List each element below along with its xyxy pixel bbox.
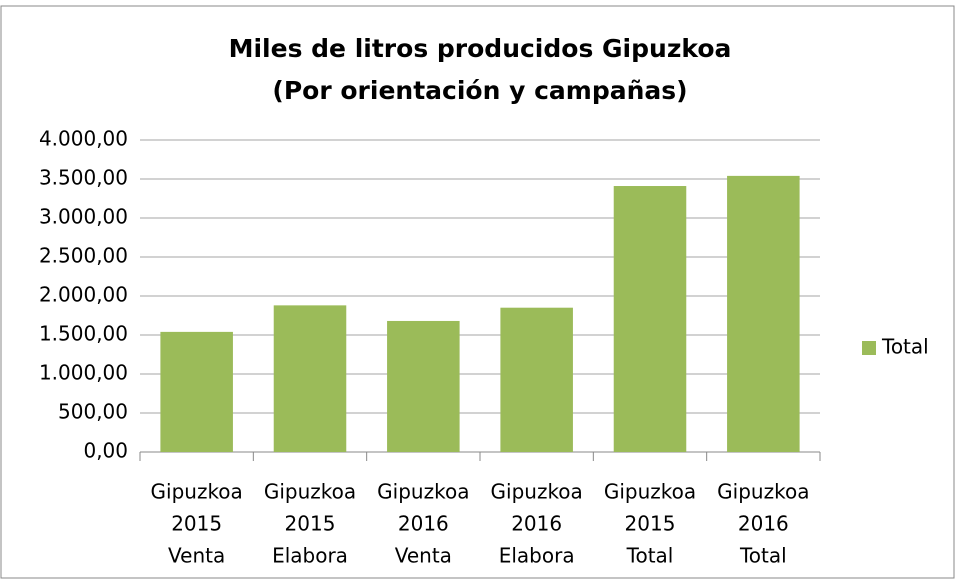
x-tick-label: Venta [168,544,225,568]
x-tick-label: Gipuzkoa [377,480,469,504]
bar [273,305,347,452]
legend-label: Total [881,335,929,359]
x-tick-label: Total [626,544,674,568]
x-tick-label: Gipuzkoa [151,480,243,504]
x-tick-label: 2016 [738,512,789,536]
x-tick-label: Total [739,544,787,568]
legend-swatch [862,341,876,355]
x-tick-label: Venta [395,544,452,568]
y-tick-label: 3.000,00 [39,205,128,229]
bar [613,186,687,452]
x-tick-label: 2016 [398,512,449,536]
bar [387,320,460,452]
chart-subtitle: (Por orientación y campañas) [272,76,687,105]
x-tick-label: 2016 [511,512,562,536]
x-tick-label: Gipuzkoa [264,480,356,504]
bar [500,307,573,452]
y-tick-label: 2.500,00 [39,244,128,268]
x-tick-label: Gipuzkoa [491,480,583,504]
y-tick-label: 1.500,00 [39,322,128,346]
x-tick-label: Elabora [499,544,575,568]
y-tick-label: 4.000,00 [39,127,128,151]
x-tick-label: 2015 [171,512,222,536]
y-tick-label: 0,00 [83,439,128,463]
y-tick-label: 1.000,00 [39,361,128,385]
bar [160,331,233,452]
x-tick-label: 2015 [285,512,336,536]
y-tick-label: 500,00 [58,400,128,424]
x-tick-label: 2015 [625,512,676,536]
x-tick-label: Elabora [272,544,348,568]
chart-title: Miles de litros producidos Gipuzkoa [229,34,732,63]
x-tick-label: Gipuzkoa [604,480,696,504]
y-tick-label: 3.500,00 [39,166,128,190]
x-tick-label: Gipuzkoa [717,480,809,504]
y-tick-label: 2.000,00 [39,283,128,307]
bar [727,175,800,452]
